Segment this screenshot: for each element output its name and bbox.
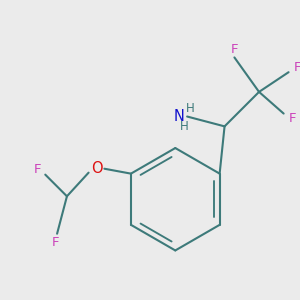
Text: N: N [174,109,185,124]
Text: F: F [34,163,41,176]
Text: O: O [91,161,102,176]
Text: H: H [180,120,189,133]
Text: H: H [186,102,194,115]
Text: F: F [231,43,238,56]
Text: F: F [294,61,300,74]
Text: F: F [51,236,59,249]
Text: F: F [289,112,296,125]
